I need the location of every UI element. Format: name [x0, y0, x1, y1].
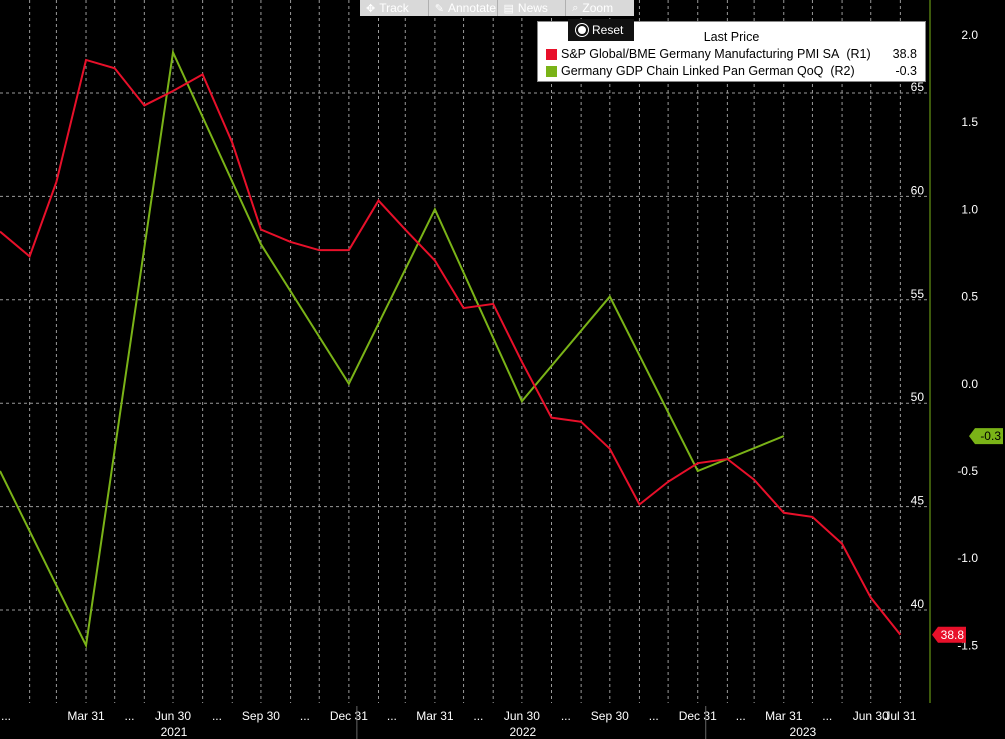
x-axis-year-label: 2021: [161, 725, 188, 739]
x-axis-ellipsis: ...: [387, 709, 397, 723]
track-label: Track: [379, 1, 409, 15]
right-axis-tick-label: 0.5: [961, 290, 978, 304]
right-axis-tick-label: 1.0: [961, 202, 978, 216]
track-button[interactable]: ✥ Track: [360, 0, 429, 16]
left-axis-tick-label: 60: [911, 183, 925, 197]
x-axis-tick-label: Jun 30: [504, 709, 540, 723]
x-axis-tick-label: Dec 31: [679, 709, 717, 723]
crosshair-icon: ✥: [366, 2, 376, 15]
x-axis-ellipsis: ...: [212, 709, 222, 723]
zoom-button[interactable]: ⌕ Zoom: [566, 0, 634, 16]
legend-series-value: 38.8: [892, 47, 917, 61]
news-label: News: [517, 1, 548, 15]
news-button[interactable]: ▤ News: [498, 0, 567, 16]
left-axis-tick-label: 55: [911, 287, 925, 301]
last-value-tag-pmi-shape: [932, 626, 966, 643]
x-axis-tick-label: Jun 30: [155, 709, 191, 723]
x-axis-year-label: 2022: [509, 725, 536, 739]
legend-entry-pmi: S&P Global/BME Germany Manufacturing PMI…: [546, 47, 917, 61]
chart-toolbar: ✥ Track ✎ Annotate ▤ News ⌕ Zoom: [360, 0, 634, 16]
legend-title: Last Price: [703, 30, 760, 44]
annotate-label: Annotate: [447, 1, 497, 15]
x-axis-tick-label: Dec 31: [330, 709, 368, 723]
left-axis-tick-label: 40: [911, 597, 925, 611]
x-axis-ellipsis: ...: [125, 709, 135, 723]
right-axis-tick-label: 2.0: [961, 28, 978, 42]
x-axis-tick-label: Jul 31: [884, 709, 916, 723]
x-axis-ellipsis: ...: [736, 709, 746, 723]
x-axis-year-label: 2023: [790, 725, 817, 739]
x-axis-ellipsis: ...: [649, 709, 659, 723]
last-value-tag-pmi-text: 38.8: [941, 628, 965, 642]
x-axis-ellipsis: ...: [473, 709, 483, 723]
left-axis-tick-label: 65: [911, 80, 925, 94]
x-axis-ellipsis: ...: [300, 709, 310, 723]
x-axis-tick-label: Mar 31: [67, 709, 105, 723]
right-axis-tick-label: 0.0: [961, 377, 978, 391]
left-axis-tick-label: 50: [911, 390, 925, 404]
right-axis-tick-label: 1.5: [961, 115, 978, 129]
legend-swatch-gdp: [546, 65, 557, 77]
x-axis-ellipsis: ...: [1, 709, 11, 723]
reset-button[interactable]: Reset: [568, 19, 634, 41]
magnifier-icon: ⌕: [572, 1, 579, 14]
legend-series-name: S&P Global/BME Germany Manufacturing PMI…: [561, 47, 871, 61]
legend-series-value: -0.3: [895, 64, 917, 78]
pencil-icon: ✎: [434, 2, 444, 15]
x-axis-tick-label: Jun 30: [853, 709, 889, 723]
right-axis-tick-label: -1.0: [957, 551, 978, 565]
x-axis-tick-label: Mar 31: [765, 709, 803, 723]
left-axis-tick-label: 45: [911, 494, 925, 508]
x-axis-ellipsis: ...: [822, 709, 832, 723]
legend-swatch-pmi: [546, 48, 557, 60]
x-axis-tick-label: Sep 30: [591, 709, 629, 723]
news-icon: ▤: [503, 2, 514, 15]
x-axis-ellipsis: ...: [561, 709, 571, 723]
series-line-gdp: [0, 48, 785, 649]
radio-icon: [578, 26, 586, 34]
legend-entry-gdp: Germany GDP Chain Linked Pan German QoQ …: [546, 64, 917, 78]
series-line-pmi: [0, 58, 902, 636]
last-value-tag-gdp-text: -0.3: [980, 429, 1001, 443]
x-axis-tick-label: Sep 30: [242, 709, 280, 723]
last-value-tag-gdp-shape: [969, 428, 1003, 445]
x-axis-tick-label: Mar 31: [416, 709, 454, 723]
annotate-button[interactable]: ✎ Annotate: [429, 0, 498, 16]
reset-label: Reset: [592, 23, 624, 37]
zoom-label: Zoom: [582, 1, 614, 15]
legend-series-name: Germany GDP Chain Linked Pan German QoQ …: [561, 64, 855, 78]
right-axis-tick-label: -0.5: [957, 464, 978, 478]
